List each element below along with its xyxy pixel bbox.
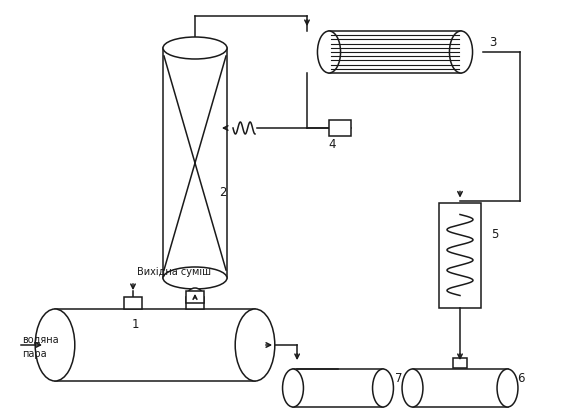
Ellipse shape: [372, 369, 393, 407]
Text: 4: 4: [328, 137, 336, 150]
Ellipse shape: [449, 31, 473, 73]
Bar: [186, 297, 204, 309]
Ellipse shape: [497, 369, 518, 407]
Text: водяна: водяна: [22, 335, 59, 345]
Text: пара: пара: [22, 349, 46, 359]
Bar: [55, 309, 255, 381]
Bar: [124, 297, 142, 309]
Ellipse shape: [187, 288, 203, 304]
Ellipse shape: [235, 309, 275, 381]
Bar: [413, 369, 508, 407]
Bar: [329, 31, 461, 73]
Text: 7: 7: [395, 372, 402, 384]
Ellipse shape: [163, 37, 227, 59]
Bar: [439, 202, 481, 307]
Ellipse shape: [402, 369, 423, 407]
Ellipse shape: [318, 31, 341, 73]
Ellipse shape: [163, 267, 227, 289]
Text: 6: 6: [517, 372, 525, 384]
Text: 1: 1: [131, 318, 139, 331]
Bar: [186, 291, 204, 303]
Text: 2: 2: [219, 186, 226, 199]
Text: 5: 5: [491, 228, 499, 241]
Bar: [293, 369, 383, 407]
Ellipse shape: [35, 309, 75, 381]
Bar: [329, 120, 351, 136]
Ellipse shape: [282, 369, 303, 407]
Text: 3: 3: [489, 36, 496, 48]
Text: Вихідна суміш: Вихідна суміш: [137, 267, 211, 277]
Bar: [453, 358, 467, 368]
